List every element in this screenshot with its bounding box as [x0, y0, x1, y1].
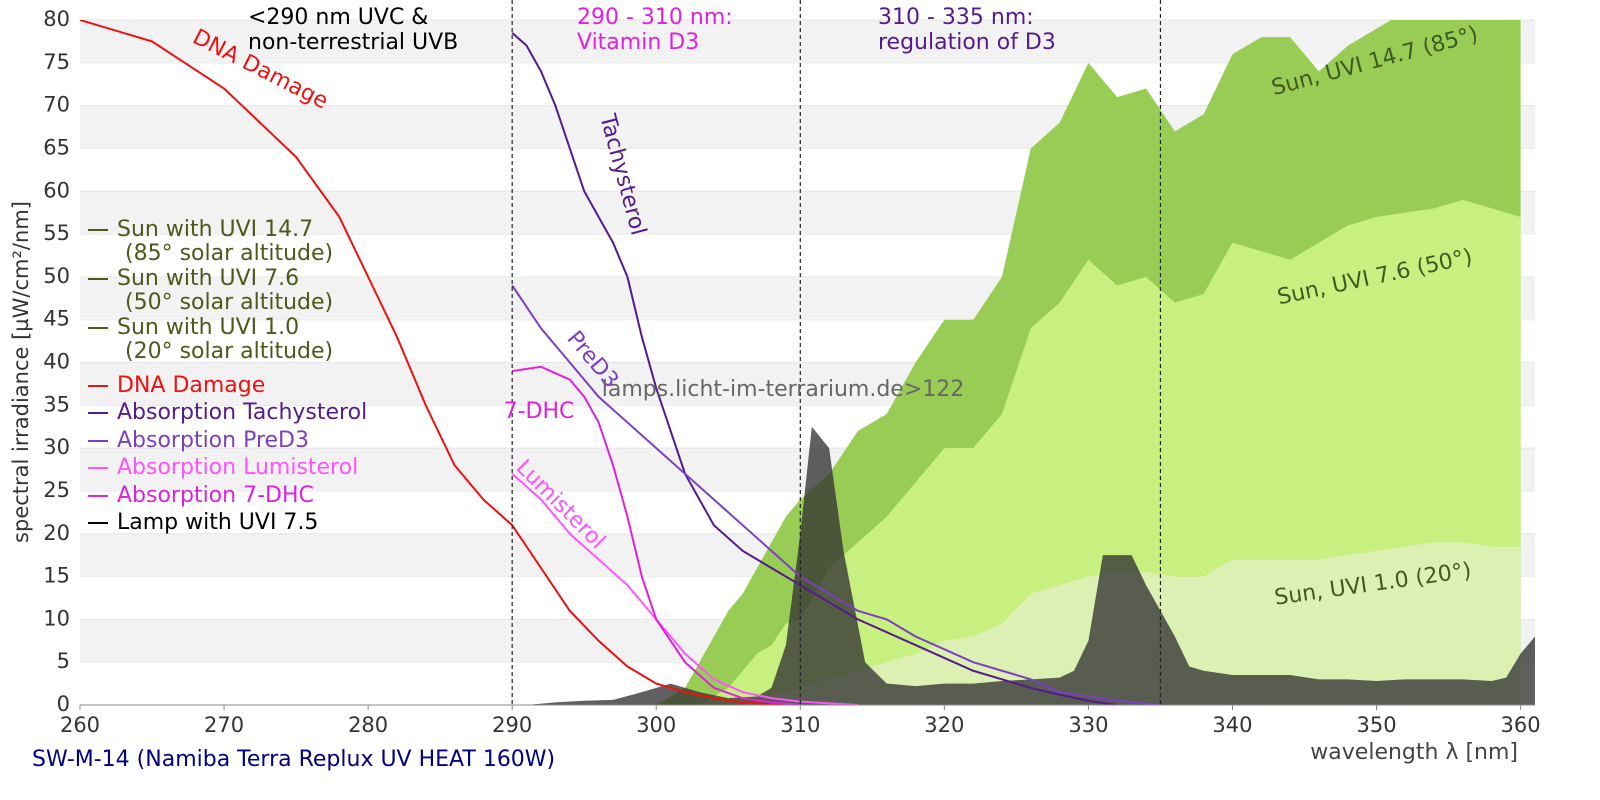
x-tick-label: 300	[636, 713, 676, 737]
legend-label: Absorption Lumisterol	[117, 455, 358, 480]
annotation: regulation of D3	[878, 30, 1056, 55]
annotation: 290 - 310 nm:	[577, 5, 733, 30]
y-tick-label: 55	[43, 221, 70, 245]
x-tick-label: 270	[204, 713, 244, 737]
line	[511, 473, 858, 705]
y-tick-label: 75	[43, 50, 70, 74]
x-tick-label: 360	[1501, 713, 1541, 737]
y-tick-label: 5	[57, 649, 70, 673]
x-tick-label: 350	[1356, 713, 1396, 737]
legend-label: Absorption PreD3	[117, 428, 309, 453]
y-tick-label: 0	[57, 692, 70, 716]
legend-label: Absorption Tachysterol	[117, 400, 367, 425]
x-tick-label: 310	[780, 713, 820, 737]
legend-note: (85° solar altitude)	[125, 241, 333, 266]
annotation: <290 nm UVC &	[248, 5, 428, 30]
x-tick-label: 320	[924, 713, 964, 737]
legend-label: Absorption 7-DHC	[117, 483, 314, 508]
legend-label: Sun with UVI 1.0	[117, 315, 299, 340]
line	[511, 284, 1161, 705]
x-tick-label: 340	[1212, 713, 1252, 737]
chart-title: SW-M-14 (Namiba Terra Replux UV HEAT 160…	[32, 747, 555, 772]
y-axis-label: spectral irradiance [µW/cm²/nm]	[9, 201, 33, 543]
annotation: 7-DHC	[504, 399, 575, 424]
annotation: Vitamin D3	[577, 30, 699, 55]
y-tick-label: 20	[43, 521, 70, 545]
legend-label: Sun with UVI 7.6	[117, 266, 299, 291]
legend-label: DNA Damage	[117, 373, 265, 398]
x-tick-label: 330	[1068, 713, 1108, 737]
line	[512, 365, 801, 705]
annotation: lamps.licht-im-terrarium.de>122	[602, 377, 965, 402]
y-tick-label: 15	[43, 564, 70, 588]
y-tick-label: 25	[43, 478, 70, 502]
y-tick-label: 65	[43, 135, 70, 159]
x-tick-label: 280	[348, 713, 388, 737]
y-tick-label: 10	[43, 606, 70, 630]
legend-note: (20° solar altitude)	[125, 339, 333, 364]
x-tick-label: 260	[60, 713, 100, 737]
y-tick-label: 45	[43, 307, 70, 331]
y-tick-label: 40	[43, 350, 70, 374]
x-axis-label: wavelength λ [nm]	[1310, 740, 1518, 765]
y-tick-label: 60	[43, 178, 70, 202]
y-tick-label: 50	[43, 264, 70, 288]
x-tick-label: 290	[492, 713, 532, 737]
y-tick-label: 30	[43, 435, 70, 459]
legend-label: Sun with UVI 14.7	[117, 217, 313, 242]
y-tick-label: 35	[43, 392, 70, 416]
annotation: 310 - 335 nm:	[878, 5, 1034, 30]
y-tick-label: 70	[43, 93, 70, 117]
annotation: non-terrestrial UVB	[248, 30, 458, 55]
y-tick-label: 80	[43, 7, 70, 31]
legend-note: (50° solar altitude)	[125, 290, 333, 315]
line	[511, 32, 1118, 705]
legend-label: Lamp with UVI 7.5	[117, 510, 318, 535]
